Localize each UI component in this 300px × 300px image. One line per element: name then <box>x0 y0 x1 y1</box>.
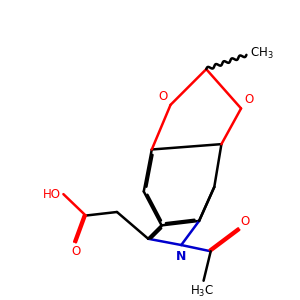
Text: O: O <box>244 93 254 106</box>
Text: CH$_3$: CH$_3$ <box>250 46 274 61</box>
Text: N: N <box>176 250 186 263</box>
Text: O: O <box>71 245 80 258</box>
Text: O: O <box>158 90 167 103</box>
Text: H$_3$C: H$_3$C <box>190 284 214 299</box>
Text: HO: HO <box>43 188 61 201</box>
Text: O: O <box>241 214 250 228</box>
